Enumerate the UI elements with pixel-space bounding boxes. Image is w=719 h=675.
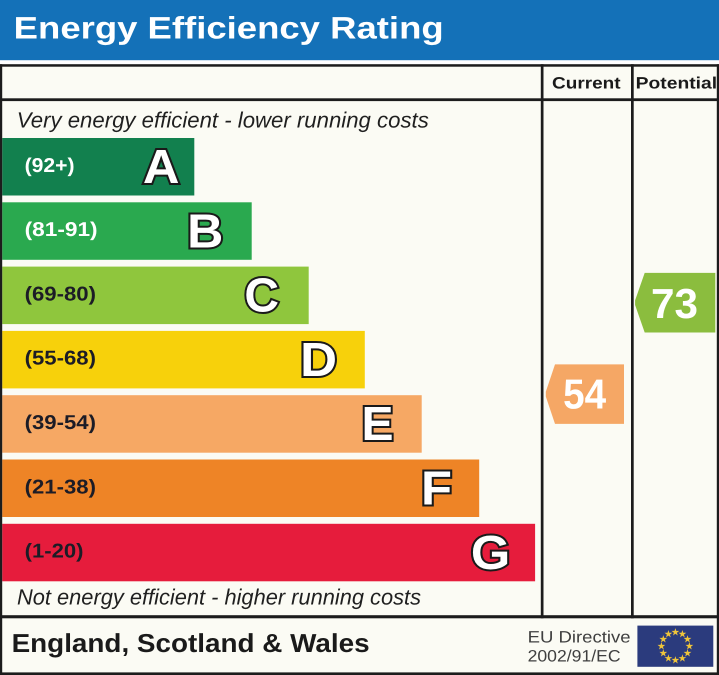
- svg-text:F: F: [421, 463, 452, 516]
- svg-text:A: A: [143, 141, 180, 194]
- svg-text:(1-20): (1-20): [25, 541, 84, 563]
- svg-text:(81-91): (81-91): [25, 219, 98, 241]
- svg-text:(55-68): (55-68): [25, 348, 96, 370]
- svg-text:(92+): (92+): [25, 155, 75, 177]
- svg-text:England, Scotland & Wales: England, Scotland & Wales: [12, 628, 370, 658]
- svg-text:Not energy efficient - higher: Not energy efficient - higher running co…: [17, 584, 421, 609]
- svg-text:G: G: [471, 527, 510, 580]
- svg-text:Very energy efficient - lower: Very energy efficient - lower running co…: [17, 107, 429, 132]
- svg-text:Energy Efficiency Rating: Energy Efficiency Rating: [14, 11, 444, 46]
- svg-text:(21-38): (21-38): [25, 476, 96, 498]
- svg-text:EU Directive: EU Directive: [528, 628, 631, 646]
- svg-text:B: B: [187, 205, 223, 258]
- svg-text:(39-54): (39-54): [25, 412, 96, 434]
- svg-text:2002/91/EC: 2002/91/EC: [528, 647, 621, 665]
- svg-text:Potential: Potential: [636, 75, 718, 93]
- svg-text:D: D: [300, 334, 337, 387]
- svg-text:Current: Current: [552, 75, 621, 93]
- svg-text:73: 73: [651, 280, 698, 327]
- svg-text:(69-80): (69-80): [25, 283, 96, 305]
- svg-text:54: 54: [563, 370, 607, 417]
- svg-text:C: C: [244, 270, 279, 323]
- svg-text:E: E: [361, 398, 393, 451]
